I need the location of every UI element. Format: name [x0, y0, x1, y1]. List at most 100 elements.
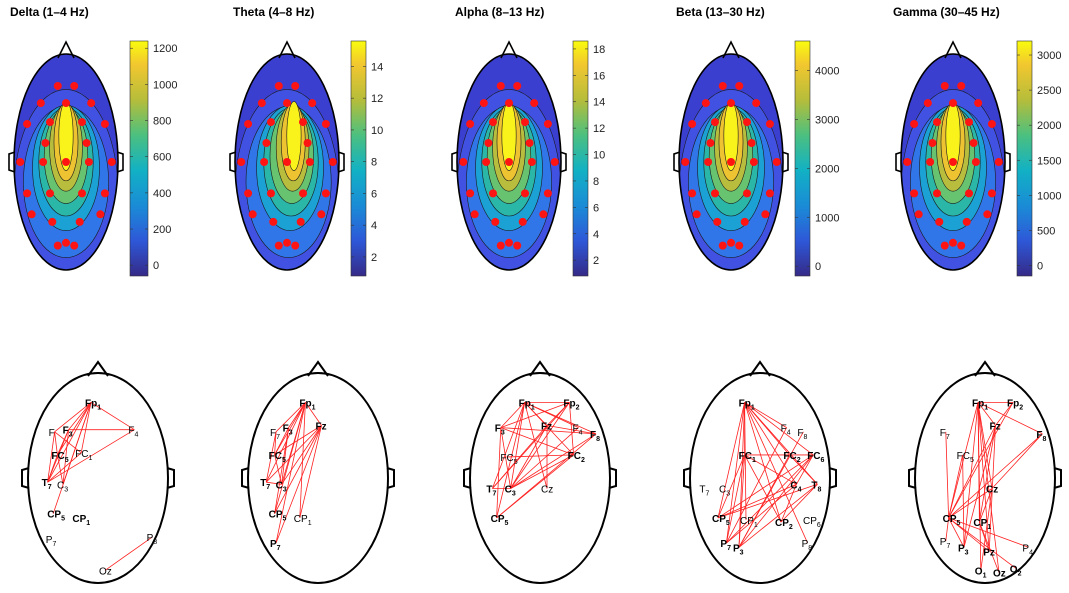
colorbar-tick-label: 8 [593, 176, 599, 188]
colorbar-tick-label: 400 [153, 188, 171, 200]
connection-line [979, 488, 993, 523]
electrode-dot [248, 210, 257, 219]
electrode-label: FC1 [75, 449, 92, 462]
electrode-dot [513, 81, 522, 90]
electrode-label: FC5 [269, 451, 286, 464]
network-panel-5: Fp1 Fp2 F7 Fz F8 FC5 Cz CP5 CP1 P7 P3 Pz P4 O1 Oz O2 [908, 360, 1062, 584]
connection-line [717, 402, 745, 518]
connection-line [492, 402, 525, 489]
electrode-dot [45, 189, 54, 198]
connection-line [744, 402, 818, 485]
connection-line [979, 521, 1000, 573]
connection-line [496, 427, 502, 518]
network-panel-1: Fp1 F3 F F4 FC5 FC1 T7 C3 CP5 CP1 P7 P8 Oz [21, 360, 175, 584]
electrode-label: F3 [495, 424, 505, 437]
connection-line [275, 402, 306, 544]
electrode-dot [935, 217, 944, 226]
electrode-label: FC5 [51, 451, 68, 464]
colorbar-tick-label: 1200 [153, 43, 177, 55]
electrode-dot [688, 189, 697, 198]
electrode-label: CP1 [72, 514, 90, 527]
topo-surface [679, 54, 783, 270]
electrode-dot [96, 210, 105, 219]
connection-lines [492, 401, 597, 519]
colorbar-tick-label: 1000 [815, 212, 839, 224]
electrode-dot [84, 158, 93, 166]
connection-line [265, 402, 306, 483]
electrode-label: Fz [316, 422, 327, 433]
electrode-dot [706, 138, 715, 147]
connection-line [963, 425, 996, 548]
colorbar-tick-label: 0 [1037, 260, 1043, 272]
connection-line [305, 402, 322, 426]
electrode-dot [969, 138, 978, 147]
right-ear [608, 467, 617, 489]
colorbar-tick-label: 4000 [815, 65, 839, 77]
connection-line [90, 402, 135, 431]
left-ear [8, 151, 16, 173]
colorbar-tick-label: 2500 [1037, 85, 1061, 97]
electrode-dot [36, 99, 45, 108]
colorbar-tick-label: 3000 [815, 114, 839, 126]
connection-line [500, 402, 570, 428]
head-outline [234, 53, 340, 271]
electrode-dot [974, 99, 983, 108]
electrode-label: Fp1 [85, 398, 101, 411]
electrode-label: Fp1 [739, 398, 755, 411]
connection-line [726, 427, 787, 544]
electrode-dot [940, 241, 949, 250]
head-outline [247, 372, 389, 584]
colorbar-tick-label: 12 [371, 93, 383, 105]
connection-line [948, 425, 996, 519]
electrode-dot [910, 119, 919, 128]
electrode-label: C4 [790, 480, 801, 493]
connection-line [569, 402, 574, 455]
electrode-label: FC1 [739, 451, 756, 464]
connection-line [500, 427, 574, 456]
connection-line [104, 536, 153, 571]
right-ear [337, 151, 345, 173]
electrode-dot [713, 217, 722, 226]
electrode-label: CP1 [973, 518, 991, 531]
connection-lines [945, 401, 1043, 573]
electrode-dot [291, 241, 300, 250]
electrode-dot [328, 158, 337, 166]
colorbar-tick-label: 0 [153, 260, 159, 272]
connection-line [62, 429, 69, 485]
connection-line [47, 402, 92, 483]
electrode-label: FC5 [957, 451, 974, 464]
electrode-dot [718, 81, 727, 90]
nose [529, 360, 551, 377]
connection-line [744, 454, 797, 485]
connection-line [991, 433, 1043, 489]
electrode-label: CP5 [712, 514, 730, 527]
electrode-dot [75, 217, 84, 226]
connection-line [299, 425, 322, 518]
colorbar-gradient [572, 40, 589, 277]
electrode-dot [482, 158, 491, 166]
colorbar-tick-label: 12 [593, 123, 605, 135]
colorbar-tick-label: 4 [371, 220, 377, 232]
connection-line [948, 517, 965, 548]
electrode-label: F3 [283, 424, 293, 437]
electrode-dot [466, 189, 475, 198]
connection-line [963, 402, 979, 548]
connection-line [57, 402, 92, 456]
connection-line [717, 454, 814, 519]
topo-panel-4: Beta (13–30 Hz) 4000 3000 2000 1000 0 [673, 5, 839, 277]
panel-title: Delta (1–4 Hz) [10, 5, 89, 19]
electrode-dot [291, 81, 300, 90]
electrode-dot [262, 138, 271, 147]
left-ear [229, 151, 237, 173]
topo-panel-5: Gamma (30–45 Hz) 3000 2500 2000 1500 1000 500 0 [893, 5, 1061, 277]
connection-lines [265, 402, 322, 544]
electrode-label: CP1 [740, 516, 758, 529]
electrode-dot [45, 118, 54, 127]
electrode-dot [932, 189, 941, 198]
left-ear [908, 467, 917, 489]
connection-line [492, 425, 548, 489]
electrode-dot [688, 119, 697, 128]
left-ear [463, 467, 472, 489]
topo-panel-1: Delta (1–4 Hz) 1200 1000 800 600 400 200 0 [8, 5, 177, 277]
